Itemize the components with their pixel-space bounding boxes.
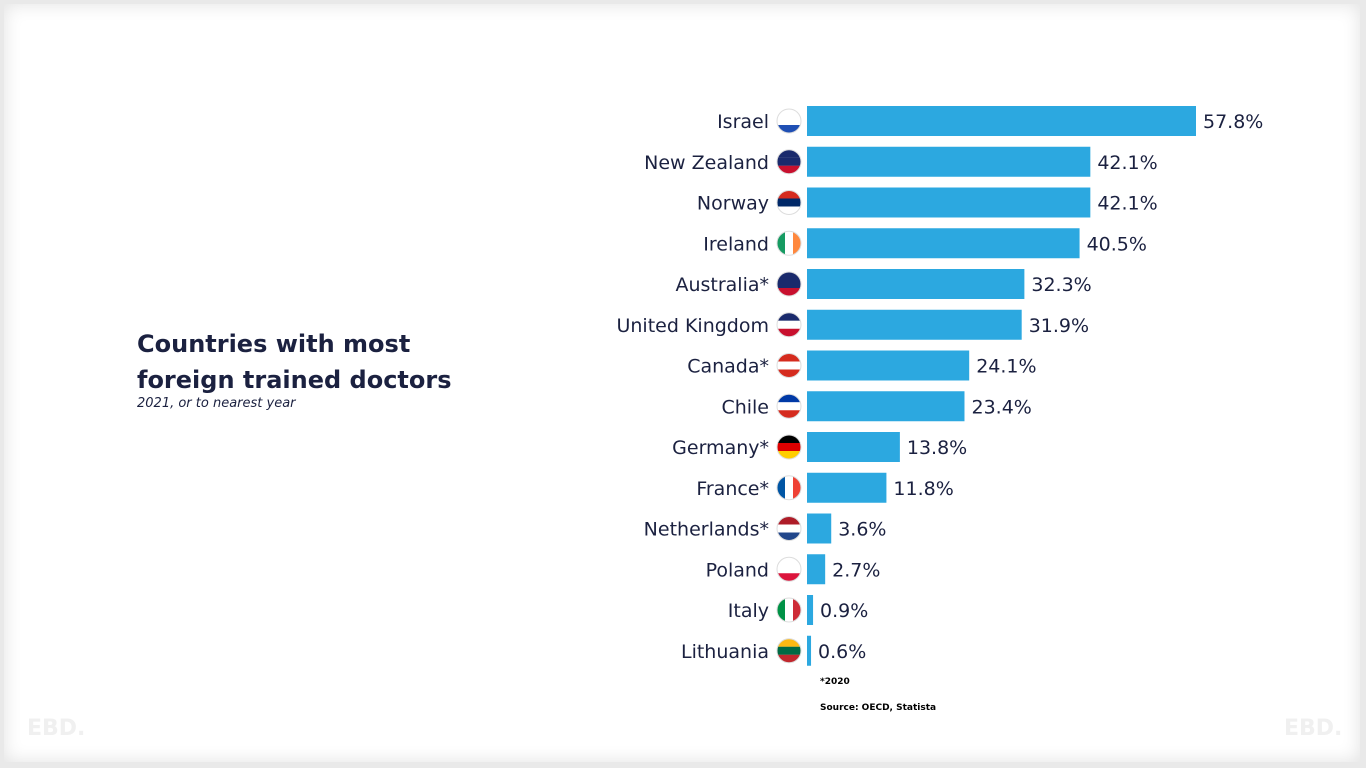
category-label: Lithuania bbox=[681, 641, 769, 663]
category-label: Netherlands* bbox=[644, 519, 769, 541]
bar bbox=[807, 635, 812, 666]
australia-flag-icon bbox=[776, 271, 802, 297]
bar bbox=[807, 269, 1025, 299]
category-label: Italy bbox=[728, 600, 769, 622]
category-label: New Zealand bbox=[644, 152, 769, 174]
new-zealand-flag-icon bbox=[776, 149, 802, 175]
category-label: France* bbox=[696, 478, 769, 500]
bar bbox=[807, 554, 826, 585]
germany-flag-icon bbox=[776, 434, 802, 460]
value-label: 24.1% bbox=[976, 356, 1036, 378]
chile-flag-icon bbox=[776, 393, 802, 419]
watermark-logo-left: EBD. bbox=[27, 716, 86, 741]
france-flag-icon bbox=[776, 475, 802, 501]
category-label: Israel bbox=[717, 111, 769, 133]
bar bbox=[807, 472, 887, 503]
poland-flag-icon bbox=[776, 556, 802, 582]
value-label: 32.3% bbox=[1031, 274, 1091, 296]
chart-subtitle: 2021, or to nearest year bbox=[137, 396, 296, 411]
bar bbox=[807, 391, 965, 422]
source-note: Source: OECD, Statista bbox=[820, 703, 937, 713]
bar bbox=[807, 228, 1080, 259]
footnote: *2020 bbox=[820, 677, 850, 687]
value-label: 42.1% bbox=[1097, 193, 1157, 215]
bar bbox=[807, 432, 900, 462]
bar bbox=[807, 595, 814, 625]
value-label: 3.6% bbox=[838, 519, 886, 541]
ireland-flag-icon bbox=[776, 230, 802, 256]
bar bbox=[807, 309, 1022, 340]
category-label: United Kingdom bbox=[616, 315, 769, 337]
category-label: Germany* bbox=[672, 437, 769, 459]
value-label: 13.8% bbox=[907, 437, 967, 459]
italy-flag-icon bbox=[776, 597, 802, 623]
value-label: 0.6% bbox=[818, 641, 866, 663]
netherlands-flag-icon bbox=[776, 516, 802, 541]
category-label: Norway bbox=[697, 193, 769, 215]
value-label: 31.9% bbox=[1029, 315, 1089, 337]
value-label: 0.9% bbox=[820, 600, 868, 622]
category-label: Ireland bbox=[703, 233, 769, 255]
bar bbox=[807, 513, 832, 544]
value-label: 11.8% bbox=[893, 478, 953, 500]
category-label: Chile bbox=[721, 396, 769, 418]
value-label: 57.8% bbox=[1203, 111, 1263, 133]
norway-flag-icon bbox=[776, 190, 802, 215]
bar bbox=[807, 187, 1091, 218]
lithuania-flag-icon bbox=[776, 638, 802, 664]
bar bbox=[807, 106, 1196, 136]
value-label: 40.5% bbox=[1087, 233, 1147, 255]
canada-flag-icon bbox=[776, 353, 802, 378]
value-label: 23.4% bbox=[971, 396, 1031, 418]
category-label: Australia* bbox=[675, 274, 769, 296]
israel-flag-icon bbox=[776, 108, 802, 134]
bar bbox=[807, 146, 1091, 177]
category-label: Canada* bbox=[687, 356, 769, 378]
watermark-logo-right: EBD. bbox=[1284, 716, 1343, 741]
value-label: 2.7% bbox=[832, 559, 880, 581]
value-label: 42.1% bbox=[1097, 152, 1157, 174]
category-label: Poland bbox=[706, 559, 769, 581]
bar bbox=[807, 350, 970, 381]
uk-flag-icon bbox=[776, 312, 802, 338]
chart-title: Countries with most foreign trained doct… bbox=[137, 330, 452, 394]
